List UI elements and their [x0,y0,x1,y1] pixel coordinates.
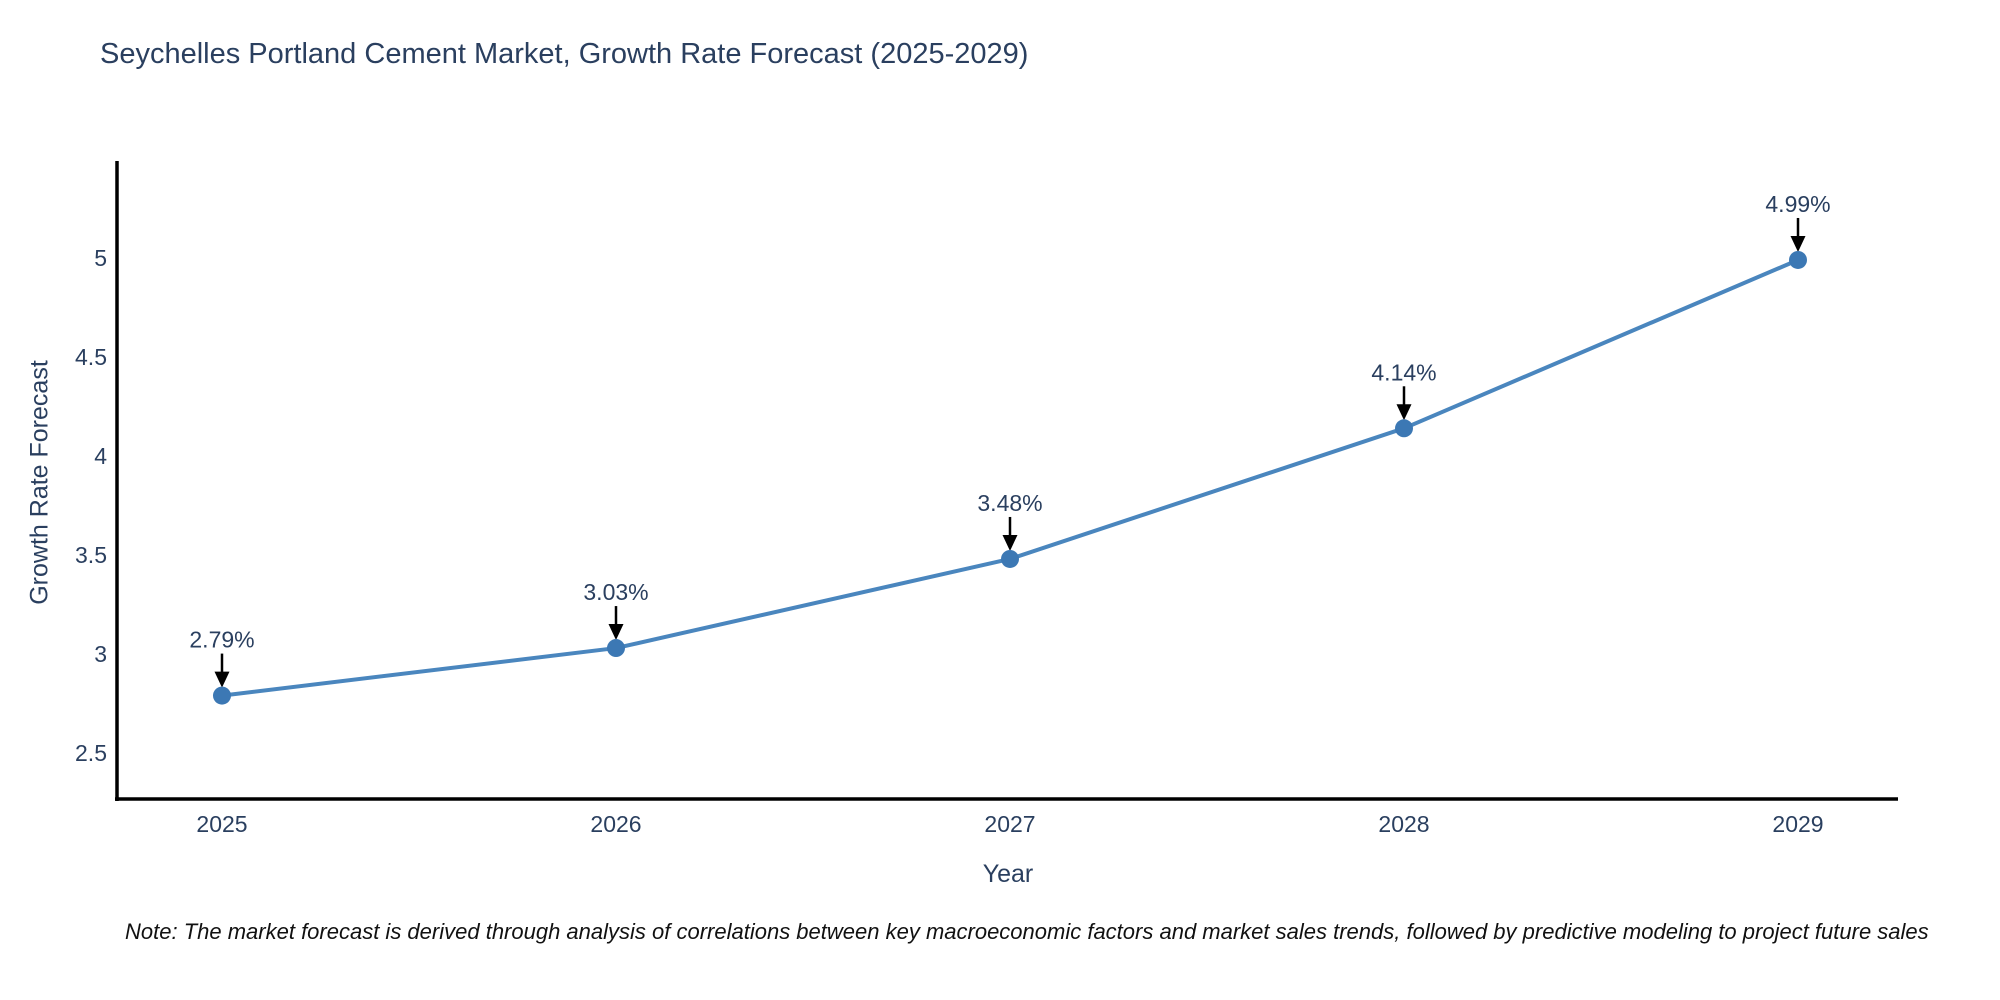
annotation-arrow-head [214,671,230,688]
chart-title: Seychelles Portland Cement Market, Growt… [100,38,1029,70]
chart-footnote: Note: The market forecast is derived thr… [125,919,1929,944]
y-tick-label: 4.5 [75,344,107,370]
data-point-label: 3.48% [977,490,1042,516]
data-point-label: 4.99% [1765,191,1830,217]
x-tick-label: 2026 [590,811,641,837]
x-tick-label: 2028 [1378,811,1429,837]
x-tick-label: 2029 [1772,811,1823,837]
data-point-marker[interactable] [1395,419,1413,438]
annotation-arrow-head [1790,235,1806,252]
y-tick-label: 5 [94,245,107,271]
y-tick-label: 2.5 [75,740,107,766]
x-tick-label: 2025 [196,811,247,837]
data-point-label: 4.14% [1371,359,1436,385]
data-point-marker[interactable] [213,686,231,705]
forecast-line [220,257,1800,698]
y-tick-label: 3.5 [75,542,107,568]
annotation-arrow-head [1002,534,1018,551]
x-axis-title: Year [982,860,1034,888]
y-tick-label: 3 [94,641,107,667]
data-point-marker[interactable] [607,639,625,658]
data-point-label: 2.79% [189,627,254,653]
data-point-marker[interactable] [1789,250,1807,269]
annotation-arrow-head [608,624,624,641]
data-point-label: 3.03% [583,579,648,605]
annotation-arrow-head [1396,404,1412,421]
x-tick-label: 2027 [984,811,1035,837]
y-tick-label: 4 [94,443,107,469]
data-point-marker[interactable] [1001,549,1019,568]
